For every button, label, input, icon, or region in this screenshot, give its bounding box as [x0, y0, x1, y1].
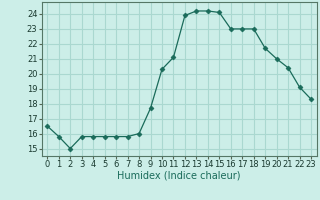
X-axis label: Humidex (Indice chaleur): Humidex (Indice chaleur)	[117, 171, 241, 181]
